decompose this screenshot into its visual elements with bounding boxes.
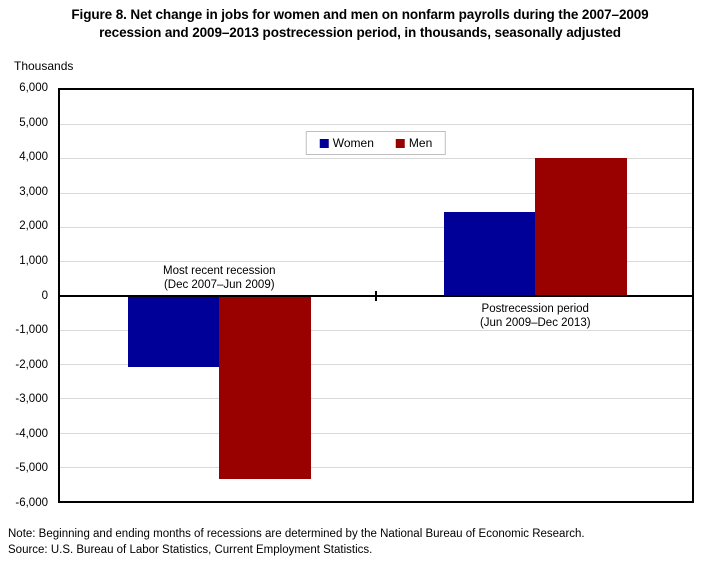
gridline: [60, 466, 692, 468]
women-series-swatch-icon: [319, 138, 329, 148]
y-tick-label: 6,000: [19, 82, 48, 94]
legend: Women Men: [305, 131, 447, 155]
category-label-recession: Most recent recession (Dec 2007–Jun 2009…: [163, 264, 276, 296]
y-tick-label: 5,000: [19, 116, 48, 129]
figure-title-line-2: recession and 2009–2013 postrecession pe…: [99, 25, 621, 40]
figure-title: Figure 8. Net change in jobs for women a…: [0, 6, 720, 42]
gridline: [60, 398, 692, 400]
figure-title-line-1: Figure 8. Net change in jobs for women a…: [71, 7, 649, 22]
bar-women-group1: [127, 295, 220, 368]
bar-men-group2: [535, 158, 627, 296]
men-series-swatch-icon: [395, 138, 405, 148]
gridline: [60, 124, 692, 126]
y-tick-label: -2,000: [15, 358, 48, 371]
y-tick-label: 1,000: [19, 254, 48, 267]
category-label-postrecession-line-2: (Jun 2009–Dec 2013): [479, 316, 591, 329]
plot-area: Women Men Most recent recession (Dec 200…: [58, 88, 694, 503]
y-axis-units-label: Thousands: [14, 59, 74, 73]
y-tick-label: 4,000: [19, 151, 48, 164]
legend-item-women: Women: [319, 136, 374, 150]
y-tick-label: 2,000: [19, 220, 48, 233]
y-tick-label: -4,000: [15, 427, 48, 440]
gridline: [60, 158, 692, 160]
gridline: [60, 226, 692, 228]
legend-label-men: Men: [408, 136, 433, 150]
category-divider-tick: [375, 290, 377, 301]
bar-men-group1: [219, 295, 311, 479]
bar-women-group2: [443, 211, 536, 296]
y-tick-label: -6,000: [15, 497, 48, 509]
gridline: [60, 261, 692, 263]
gridline: [60, 363, 692, 365]
legend-item-men: Men: [395, 136, 433, 150]
category-label-postrecession: Postrecession period (Jun 2009–Dec 2013): [480, 296, 591, 330]
y-tick-label: -5,000: [15, 462, 48, 475]
gridline: [60, 192, 692, 194]
category-label-recession-line-1: Most recent recession: [163, 264, 276, 277]
y-tick-label: -1,000: [15, 324, 48, 337]
gridline: [60, 329, 692, 331]
gridline: [60, 432, 692, 434]
category-label-postrecession-line-1: Postrecession period: [481, 302, 589, 315]
y-axis-tick-labels: 6,000 5,000 4,000 3,000 2,000 1,000 0 -1,000 -2,…: [0, 82, 48, 509]
y-tick-label: 0: [41, 289, 48, 302]
y-tick-label: -3,000: [15, 393, 48, 406]
category-label-recession-line-2: (Dec 2007–Jun 2009): [163, 278, 275, 291]
footer-notes: Note: Beginning and ending months of rec…: [8, 526, 585, 558]
legend-label-women: Women: [332, 136, 374, 150]
note-text: Note: Beginning and ending months of rec…: [8, 528, 585, 540]
source-text: Source: U.S. Bureau of Labor Statistics,…: [8, 544, 373, 556]
y-tick-label: 3,000: [19, 185, 48, 198]
